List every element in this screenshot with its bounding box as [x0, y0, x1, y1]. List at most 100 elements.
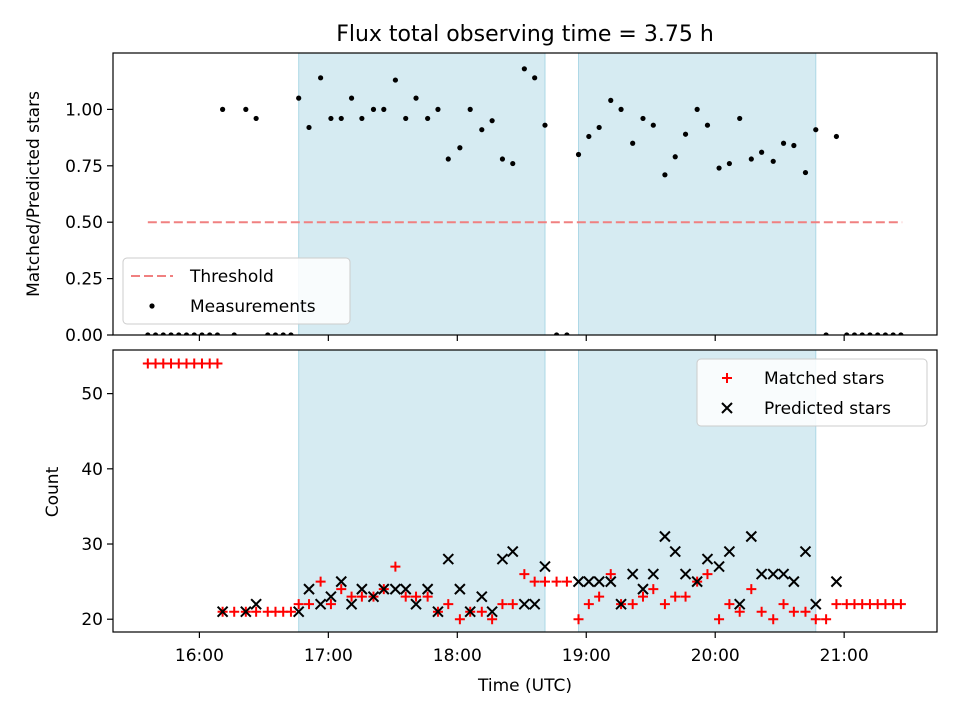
x-tick-label: 21:00 [820, 646, 869, 666]
predicted-stars-marker [810, 598, 822, 610]
measurements-point [489, 118, 495, 124]
predicted-stars-marker [335, 575, 347, 588]
predicted-stars-marker [626, 568, 639, 580]
measurements-point [575, 151, 582, 158]
measurements-point [802, 169, 809, 176]
matched-stars-marker [768, 614, 779, 625]
predicted-stars-marker [486, 605, 498, 618]
matched-stars-marker [285, 606, 296, 617]
measurements-point [759, 149, 765, 155]
matched-stars-marker [400, 591, 411, 602]
measurements-point [318, 75, 324, 81]
axes-frame [112, 349, 938, 633]
predicted-stars-marker [410, 598, 422, 610]
bottom-legend: Matched stars Predicted stars [696, 358, 928, 427]
matched-stars-marker [788, 606, 799, 617]
matched-stars-marker [346, 591, 357, 602]
measurements-point [183, 332, 190, 335]
predicted-stars-marker [583, 575, 595, 588]
measurements-point [704, 122, 711, 128]
bottom-plot-panel: 20 30 40 50 16:00 17:00 18:00 19:00 20:00 21:00 Ma… [81, 349, 938, 666]
matched-stars-marker [539, 576, 550, 587]
predicted-stars-marker [345, 598, 358, 610]
measurements-point [618, 106, 624, 112]
matched-stars-marker [648, 584, 659, 595]
matched-stars-marker [411, 591, 422, 602]
legend-matched-swatch [722, 373, 732, 383]
x-tick-label: 20:00 [691, 646, 740, 666]
predicted-stars-marker [325, 590, 337, 603]
predicted-stars-marker [528, 598, 541, 610]
measurements-point [145, 332, 151, 335]
matched-stars-marker [561, 576, 572, 587]
matched-stars-marker [315, 576, 326, 587]
matched-stars-marker [778, 599, 789, 610]
predicted-stars-marker [745, 530, 758, 543]
measurements-point [160, 332, 166, 335]
matched-stars-marker [724, 599, 735, 610]
measurements-point [231, 332, 237, 335]
measurements-point [306, 124, 312, 131]
matched-stars-marker [507, 599, 518, 610]
matched-stars-marker [212, 358, 223, 369]
measurements-point [296, 95, 302, 101]
matched-stars-marker [594, 591, 605, 602]
predicted-stars-marker [637, 583, 649, 595]
predicted-stars-marker [777, 568, 790, 580]
matched-stars-marker [551, 576, 562, 587]
predicted-stars-marker [314, 598, 327, 610]
matched-stars-marker [476, 606, 487, 617]
matched-stars-marker [810, 614, 821, 625]
predicted-stars-marker [292, 605, 305, 618]
predicted-stars-marker [767, 568, 779, 580]
matched-stars-marker [229, 606, 240, 617]
measurements-point [467, 106, 473, 112]
measurements-point [370, 106, 377, 112]
y-tick-label: 0.75 [65, 157, 103, 177]
measurements-point [280, 332, 286, 335]
matched-stars-marker [746, 584, 757, 595]
predicted-stars-marker [476, 590, 488, 603]
measurements-point [253, 115, 259, 122]
y-tick-label: 0.00 [65, 326, 103, 346]
matched-stars-marker [251, 606, 262, 617]
measurements-point [650, 122, 656, 128]
observing-interval-1 [298, 349, 546, 633]
measurements-point [207, 332, 213, 335]
predicted-stars-marker [442, 553, 454, 565]
axes-frame [112, 52, 938, 336]
predicted-stars-marker [240, 605, 252, 618]
x-tick-label: 17:00 [304, 646, 353, 666]
measurements-point [726, 160, 732, 167]
predicted-stars-marker [518, 598, 531, 610]
predicted-stars-marker [593, 575, 605, 588]
bottom-x-axis-label: Time (UTC) [477, 676, 572, 696]
measurements-point [191, 332, 197, 335]
measurements-point [791, 142, 797, 149]
measurements-point [780, 140, 787, 146]
legend-matched-label: Matched stars [764, 369, 884, 389]
measurements-point [844, 332, 850, 335]
legend-box [122, 257, 351, 325]
measurements-point [445, 156, 451, 162]
observing-interval-2 [578, 52, 817, 336]
matched-stars-marker [497, 599, 508, 610]
predicted-stars-marker [733, 598, 746, 610]
measurements-point [882, 332, 889, 335]
legend-threshold-label: Threshold [189, 267, 274, 287]
predicted-stars-marker [723, 545, 736, 558]
predicted-stars-marker [669, 545, 681, 558]
y-tick-label: 50 [81, 385, 103, 405]
predicted-stars-marker [701, 553, 714, 565]
matched-stars-marker [356, 591, 367, 602]
measurements-point [737, 115, 743, 122]
matched-stars-marker [529, 576, 540, 587]
matched-stars-marker [454, 614, 465, 625]
measurements-point [348, 95, 355, 101]
y-tick-label: 40 [81, 460, 103, 480]
measurements-point [672, 154, 678, 160]
matched-stars-marker [821, 614, 832, 625]
measurements-point [425, 115, 431, 122]
measurements-point [265, 332, 271, 335]
matched-stars-marker [659, 599, 670, 610]
